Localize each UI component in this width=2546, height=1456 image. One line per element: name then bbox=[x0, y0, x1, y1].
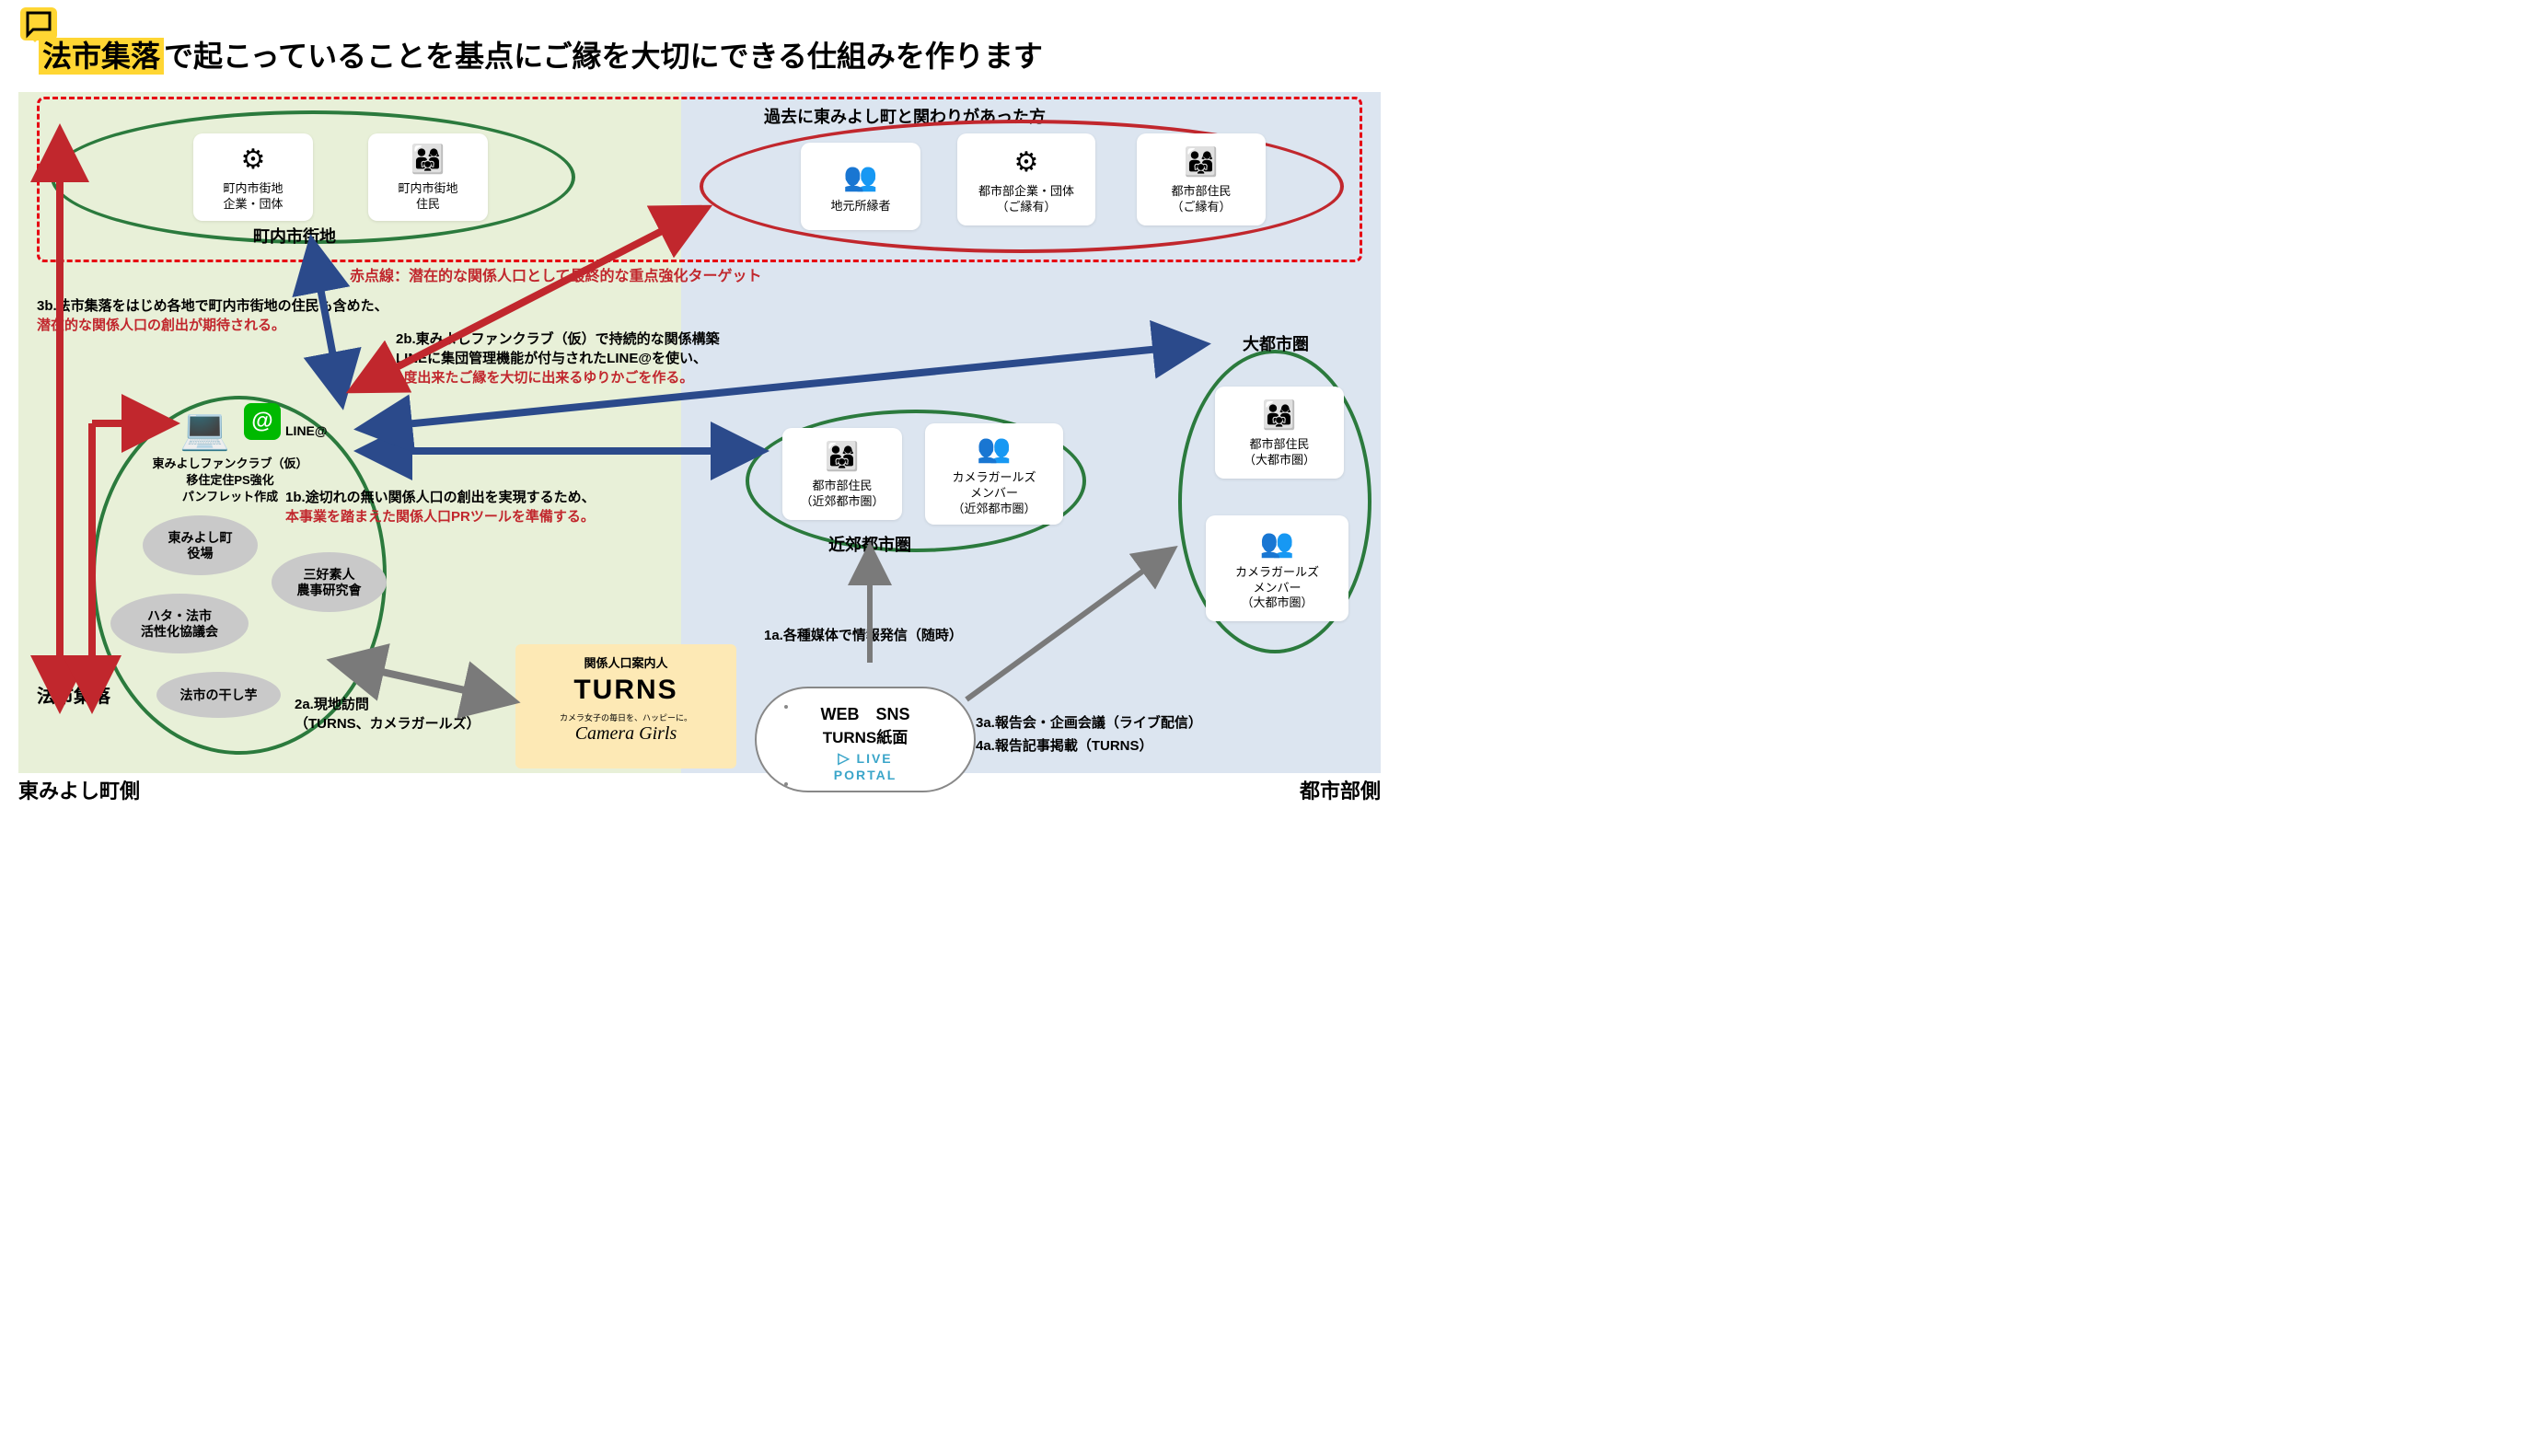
annot-1b-black: 1b.途切れの無い関係人口の創出を実現するため、 bbox=[285, 488, 635, 507]
card-past-res-l1: 都市部住民 bbox=[1171, 184, 1231, 200]
card-suburb-res-l1: 都市部住民 bbox=[812, 479, 872, 494]
card-metro-res-l1: 都市部住民 bbox=[1249, 437, 1309, 453]
title-rest: で起こっていることを基点にご縁を大切にできる仕組みを作ります bbox=[164, 40, 1043, 73]
card-metro-camera-l2: メンバー bbox=[1253, 581, 1301, 596]
card-urban-corp: ⚙ 町内市街地 企業・団体 bbox=[193, 133, 313, 221]
card-past-corp-l1: 都市部企業・団体 bbox=[978, 184, 1074, 200]
annot-2a-l1: 2a.現地訪問 bbox=[295, 695, 534, 714]
card-suburb-camera-l2: メンバー bbox=[970, 486, 1018, 502]
diagram-canvas: 法市集落で起こっていることを基点にご縁を大切にできる仕組みを作ります 過去に東み… bbox=[0, 0, 1399, 801]
metro-label: 大都市圏 bbox=[1243, 331, 1309, 355]
annot-3b: 3b.法市集落をはじめ各地で町内市街地の住民も含めた、 潜在的な関係人口の創出が… bbox=[37, 296, 405, 335]
cloud-web: WEB bbox=[820, 705, 859, 724]
node-hata: ハタ・法市 活性化協議会 bbox=[110, 594, 249, 653]
annot-3a: 3a.報告会・企画会議（ライブ配信） bbox=[976, 713, 1202, 733]
annot-2b-red: 1度出来たご縁を大切に出来るゆりかごを作る。 bbox=[396, 368, 810, 387]
card-suburb-res: 👨‍👩‍👧 都市部住民 （近郊都市圏） bbox=[782, 428, 902, 520]
suburb-label: 近郊都市圏 bbox=[828, 532, 911, 556]
media-header: 関係人口案内人 bbox=[525, 653, 727, 671]
annot-1a: 1a.各種媒体で情報発信（随時） bbox=[764, 626, 963, 645]
card-metro-res-l2: （大都市圏） bbox=[1244, 453, 1315, 468]
card-past-res: 👨‍👩‍👧 都市部住民 （ご縁有） bbox=[1137, 133, 1266, 225]
annot-2b-l1: 2b.東みよしファンクラブ（仮）で持続的な関係構築 bbox=[396, 329, 810, 349]
cloud-live: LIVE bbox=[857, 751, 893, 766]
card-urban-res: 👨‍👩‍👧 町内市街地 住民 bbox=[368, 133, 488, 221]
card-localrel-label: 地元所縁者 bbox=[830, 199, 890, 214]
redline-caption: 赤点線：潜在的な関係人口として最終的な重点強化ターゲット bbox=[350, 267, 762, 287]
page-title: 法市集落で起こっていることを基点にご縁を大切にできる仕組みを作ります bbox=[39, 33, 1364, 75]
card-urban-corp-l1: 町内市街地 bbox=[223, 181, 283, 197]
annot-2b: 2b.東みよしファンクラブ（仮）で持続的な関係構築 LINEに集団管理機能が付与… bbox=[396, 329, 810, 387]
annot-3b-black: 3b.法市集落をはじめ各地で町内市街地の住民も含めた、 bbox=[37, 298, 388, 314]
media-camera: Camera Girls bbox=[525, 723, 727, 745]
media-cloud: WEB SNS TURNS紙面 ▷ LIVE PORTAL bbox=[755, 687, 976, 792]
cloud-sns: SNS bbox=[875, 705, 909, 724]
left-side-label: 東みよし町側 bbox=[18, 775, 140, 801]
laptop-icon: 💻 bbox=[179, 405, 230, 453]
node-miyoshi-label: 三好素人 農事研究會 bbox=[297, 567, 362, 598]
node-hoshiimo: 法市の干し芋 bbox=[156, 672, 281, 718]
card-metro-camera-l1: カメラガールズ bbox=[1235, 565, 1319, 581]
card-metro-camera: 👥 カメラガールズ メンバー （大都市圏） bbox=[1206, 515, 1348, 621]
network-icon: ⚙ bbox=[241, 142, 266, 178]
card-metro-camera-l3: （大都市圏） bbox=[1241, 595, 1313, 611]
card-urban-res-l1: 町内市街地 bbox=[398, 181, 457, 197]
annot-3b-red: 潜在的な関係人口の創出が期待される。 bbox=[37, 318, 285, 333]
node-hata-label: ハタ・法市 活性化協議会 bbox=[141, 608, 218, 640]
village-label: 法市集落 bbox=[37, 681, 110, 708]
media-box: 関係人口案内人 TURNS カメラ女子の毎日を、ハッピーに。 Camera Gi… bbox=[515, 644, 736, 768]
node-miyoshi: 三好素人 農事研究會 bbox=[272, 552, 387, 612]
card-urban-corp-l2: 企業・団体 bbox=[223, 197, 283, 213]
family-icon: 👨‍👩‍👧 bbox=[1184, 144, 1218, 180]
line-at-icon: @ bbox=[244, 403, 281, 440]
annot-1b: 1b.途切れの無い関係人口の創出を実現するため、 本事業を踏まえた関係人口PRツ… bbox=[285, 488, 635, 526]
family-icon: 👨‍👩‍👧 bbox=[1262, 398, 1296, 433]
cloud-turns: TURNS紙面 bbox=[784, 724, 946, 747]
right-side-label: 都市部側 bbox=[1300, 775, 1381, 801]
urban-label: 町内市街地 bbox=[253, 224, 336, 248]
media-camera-sub: カメラ女子の毎日を、ハッピーに。 bbox=[525, 711, 727, 723]
card-past-corp-l2: （ご縁有） bbox=[996, 200, 1056, 215]
card-suburb-camera-l1: カメラガールズ bbox=[952, 470, 1036, 486]
title-highlight: 法市集落 bbox=[39, 38, 164, 75]
annot-1b-red: 本事業を踏まえた関係人口PRツールを準備する。 bbox=[285, 507, 635, 526]
card-metro-res: 👨‍👩‍👧 都市部住民 （大都市圏） bbox=[1215, 387, 1344, 479]
annot-2a-l2: （TURNS、カメラガールズ） bbox=[295, 714, 534, 734]
people-icon: 👥 bbox=[1260, 526, 1294, 561]
family-icon: 👨‍👩‍👧 bbox=[411, 142, 445, 178]
cloud-portal: PORTAL bbox=[834, 768, 897, 782]
line-at-label: LINE@ bbox=[285, 423, 328, 438]
node-townhall: 東みよし町 役場 bbox=[143, 515, 258, 575]
card-suburb-res-l2: （近郊都市圏） bbox=[800, 494, 884, 510]
people-icon: 👥 bbox=[843, 159, 877, 195]
annot-2a: 2a.現地訪問 （TURNS、カメラガールズ） bbox=[295, 695, 534, 734]
family-icon: 👨‍👩‍👧 bbox=[825, 439, 859, 475]
node-townhall-label: 東みよし町 役場 bbox=[168, 530, 233, 561]
fanclub-l2: 移住定住PS強化 bbox=[129, 472, 331, 489]
card-past-res-l2: （ご縁有） bbox=[1171, 200, 1231, 215]
node-hoshiimo-label: 法市の干し芋 bbox=[180, 688, 258, 703]
card-urban-res-l2: 住民 bbox=[416, 197, 440, 213]
annot-2b-l2: LINEに集団管理機能が付与されたLINE@を使い、 bbox=[396, 349, 810, 368]
network-icon: ⚙ bbox=[1014, 144, 1039, 180]
card-localrel: 👥 地元所縁者 bbox=[801, 143, 920, 230]
people-icon: 👥 bbox=[977, 431, 1011, 467]
media-turns: TURNS bbox=[525, 675, 727, 706]
card-suburb-camera-l3: （近郊都市圏） bbox=[952, 502, 1036, 517]
annot-4a: 4a.報告記事掲載（TURNS） bbox=[976, 736, 1153, 756]
fanclub-l1: 東みよしファンクラブ（仮） bbox=[129, 456, 331, 472]
card-past-corp: ⚙ 都市部企業・団体 （ご縁有） bbox=[957, 133, 1095, 225]
card-suburb-camera: 👥 カメラガールズ メンバー （近郊都市圏） bbox=[925, 423, 1063, 525]
